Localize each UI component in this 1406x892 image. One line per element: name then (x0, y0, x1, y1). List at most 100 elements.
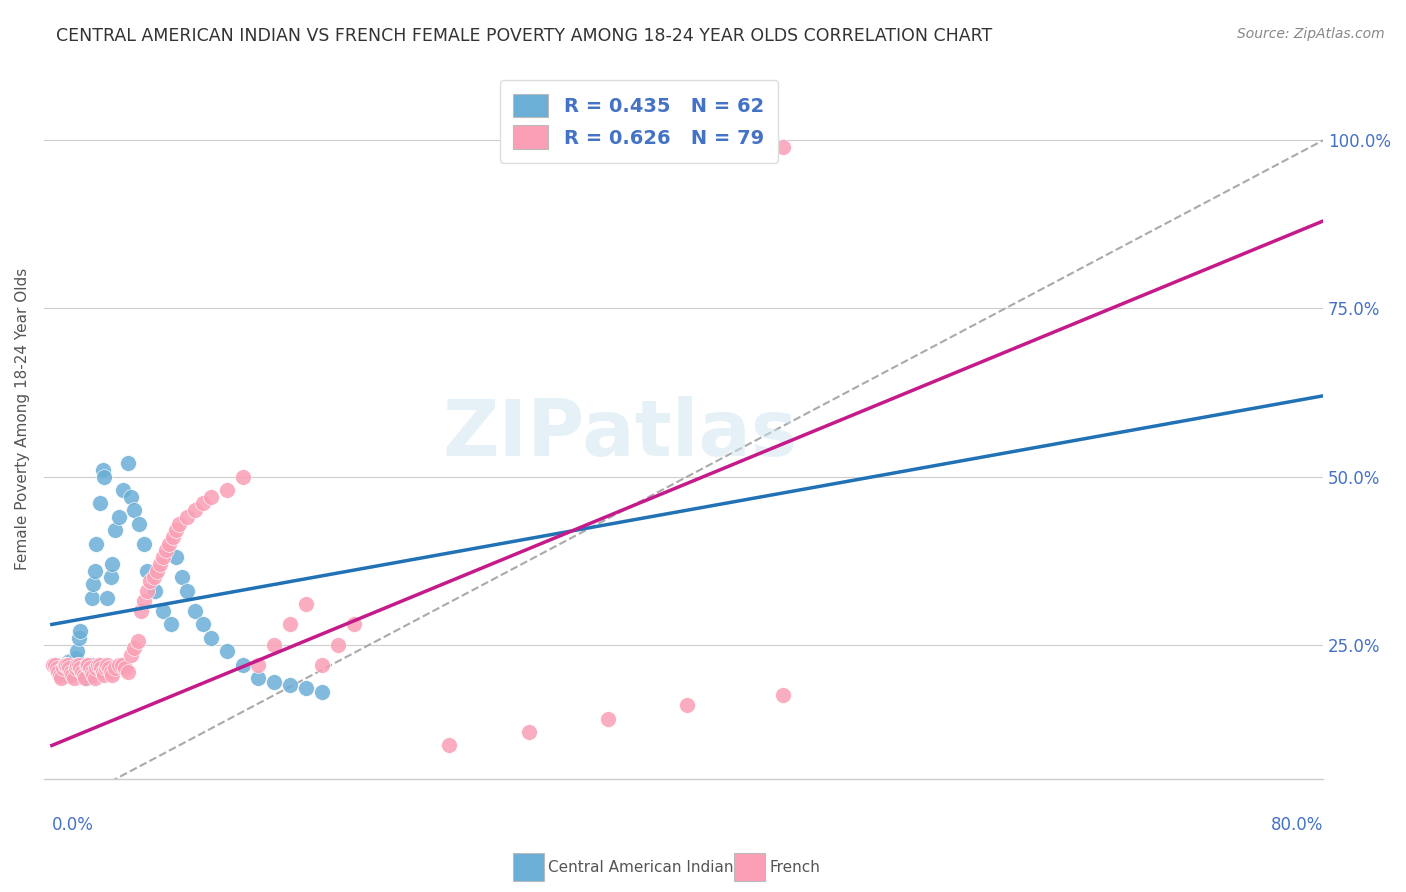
Point (160, 617, 183, 632)
Point (772, 688, 794, 702)
Text: 0.0%: 0.0% (52, 816, 94, 834)
Point (69, 661, 91, 675)
Point (124, 640, 146, 655)
Point (142, 570, 165, 584)
Point (247, 657, 270, 672)
Point (176, 509, 198, 524)
Point (67, 657, 90, 672)
Point (89, 657, 111, 672)
Point (117, 665, 139, 679)
Point (101, 557, 124, 571)
Point (86, 537, 108, 551)
Point (45, 657, 67, 672)
Point (66, 657, 89, 672)
Point (120, 490, 142, 504)
Point (53, 657, 76, 672)
Text: Central American Indians: Central American Indians (548, 860, 742, 874)
Point (159, 537, 181, 551)
Point (124, 503, 146, 517)
Point (111, 657, 134, 672)
Point (326, 638, 349, 652)
Point (51, 671, 73, 685)
Point (136, 583, 159, 598)
Point (52, 657, 75, 672)
Point (96, 591, 118, 605)
Point (77, 657, 100, 672)
Point (72, 665, 94, 679)
Point (46, 665, 69, 679)
Point (247, 671, 270, 685)
Point (311, 657, 333, 672)
Point (87, 657, 110, 672)
Point (165, 550, 187, 565)
Point (172, 570, 194, 584)
Point (107, 509, 129, 524)
Point (53, 661, 76, 675)
Point (86, 661, 108, 675)
Point (176, 583, 198, 598)
Point (59, 665, 82, 679)
Point (80, 665, 103, 679)
Point (437, 739, 460, 753)
Point (152, 550, 174, 565)
Point (96, 657, 118, 672)
Point (49, 661, 72, 675)
Point (63, 661, 86, 675)
Point (215, 483, 238, 497)
Point (145, 564, 167, 578)
Point (93, 469, 115, 483)
Point (56, 657, 79, 672)
Text: CENTRAL AMERICAN INDIAN VS FRENCH FEMALE POVERTY AMONG 18-24 YEAR OLDS CORRELATI: CENTRAL AMERICAN INDIAN VS FRENCH FEMALE… (56, 27, 993, 45)
Point (55, 665, 77, 679)
Point (149, 557, 172, 571)
Point (155, 543, 177, 558)
Point (69, 624, 91, 639)
Point (200, 490, 222, 504)
Point (45, 661, 67, 675)
Point (167, 516, 190, 531)
Point (80, 591, 103, 605)
Point (104, 661, 127, 675)
Point (89, 496, 111, 510)
Point (114, 661, 136, 675)
Point (44, 657, 66, 672)
Y-axis label: Female Poverty Among 18-24 Year Olds: Female Poverty Among 18-24 Year Olds (15, 268, 30, 571)
Point (76, 671, 98, 685)
Point (517, 725, 540, 739)
Point (101, 668, 124, 682)
Point (51, 657, 73, 672)
Point (58, 661, 80, 675)
Point (311, 684, 333, 698)
Point (112, 483, 135, 497)
Point (82, 577, 104, 591)
Point (77, 661, 100, 675)
Point (127, 634, 149, 648)
Point (42, 657, 65, 672)
Point (59, 655, 82, 669)
Point (65, 651, 87, 665)
Point (278, 678, 301, 692)
Point (67, 631, 90, 645)
Point (139, 574, 162, 588)
Point (62, 657, 84, 672)
Point (596, 712, 619, 726)
Text: ZIPatlas: ZIPatlas (441, 396, 797, 472)
Text: 80.0%: 80.0% (1271, 816, 1323, 834)
Point (165, 524, 187, 538)
Point (120, 648, 142, 662)
Point (231, 657, 253, 672)
Point (278, 617, 301, 632)
Point (65, 657, 87, 672)
Point (56, 668, 79, 682)
Point (200, 631, 222, 645)
Point (62, 668, 84, 682)
Point (231, 469, 253, 483)
Point (263, 638, 285, 652)
Point (295, 597, 318, 611)
Point (70, 665, 93, 679)
Point (215, 644, 238, 658)
Point (676, 698, 699, 713)
Point (100, 665, 122, 679)
Point (44, 657, 66, 672)
Point (98, 661, 121, 675)
